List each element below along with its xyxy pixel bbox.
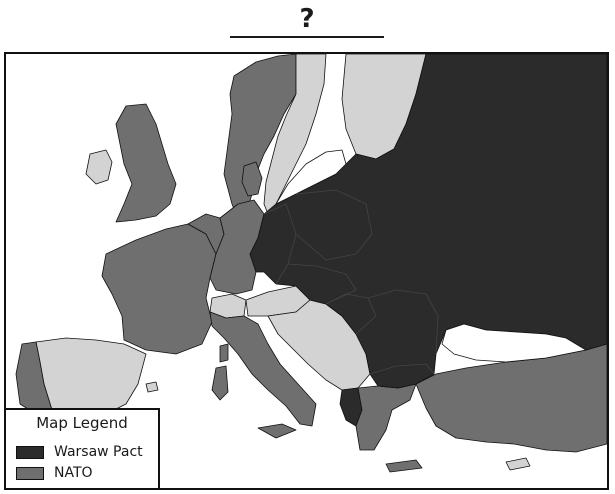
country-italy bbox=[209, 311, 317, 427]
border-romania bbox=[367, 289, 439, 355]
legend-swatch-nato bbox=[16, 466, 44, 480]
black-sea bbox=[441, 323, 587, 363]
country-france bbox=[101, 223, 217, 355]
country-west-germany bbox=[209, 199, 265, 295]
border-czechoslovakia bbox=[287, 263, 357, 305]
legend-item-nato: NATO bbox=[16, 464, 93, 482]
europe-map bbox=[15, 54, 607, 473]
legend-swatch-warsaw-pact bbox=[16, 445, 44, 459]
legend-label-warsaw-pact: Warsaw Pact bbox=[54, 444, 143, 460]
country-uk bbox=[115, 103, 177, 223]
border-bulgaria bbox=[369, 363, 435, 375]
border-poland bbox=[295, 189, 373, 261]
country-ireland bbox=[85, 149, 113, 185]
map-title: ? bbox=[230, 2, 384, 38]
legend-title: Map Legend bbox=[36, 414, 128, 432]
country-spain-balearic bbox=[145, 381, 159, 393]
country-cyprus bbox=[505, 457, 531, 471]
country-italy-sicily bbox=[257, 423, 297, 439]
map-legend: Map Legend Warsaw Pact NATO bbox=[4, 408, 160, 490]
map-frame bbox=[4, 52, 609, 490]
country-denmark bbox=[241, 161, 263, 197]
country-france-corsica bbox=[219, 343, 229, 363]
country-spain bbox=[35, 337, 147, 417]
baltic-sea bbox=[275, 149, 347, 205]
legend-label-nato: NATO bbox=[54, 465, 93, 481]
country-turkey bbox=[415, 343, 607, 453]
country-greece bbox=[355, 383, 417, 451]
country-italy-sardinia bbox=[211, 365, 229, 401]
legend-item-warsaw-pact: Warsaw Pact bbox=[16, 443, 143, 461]
country-greece-crete bbox=[385, 459, 423, 473]
map-title-text: ? bbox=[299, 4, 315, 34]
